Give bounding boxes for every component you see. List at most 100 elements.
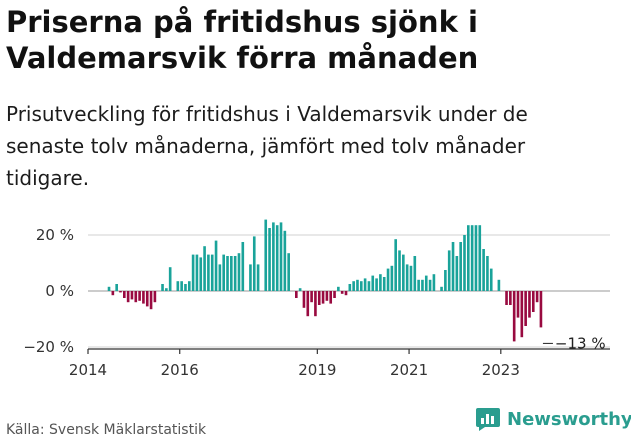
bar — [264, 219, 268, 291]
bar — [325, 291, 329, 301]
bar — [314, 291, 317, 317]
bar — [321, 291, 325, 304]
bar — [214, 240, 218, 291]
bar — [348, 284, 352, 291]
bar — [180, 281, 183, 291]
y-tick-label: 0 % — [45, 282, 74, 300]
bar — [187, 281, 191, 291]
bar — [115, 284, 118, 291]
bar — [413, 256, 417, 291]
x-tick-label: 2019 — [298, 361, 336, 379]
bar — [352, 281, 355, 291]
bar — [237, 253, 241, 291]
bar — [363, 278, 367, 291]
bar — [535, 291, 539, 303]
bar — [528, 291, 531, 318]
bar — [386, 268, 390, 291]
bar — [497, 279, 501, 291]
bar — [421, 279, 424, 291]
bar — [489, 268, 493, 291]
bar — [516, 291, 520, 318]
bar — [302, 291, 306, 308]
bar — [149, 291, 153, 310]
bar — [424, 275, 428, 291]
bar — [444, 270, 447, 291]
bar — [222, 254, 226, 291]
bar — [520, 291, 524, 338]
bar — [375, 278, 378, 291]
bar — [176, 281, 180, 291]
bar — [394, 239, 398, 291]
bar — [509, 291, 512, 305]
bar — [233, 256, 237, 291]
x-tick-label: 2023 — [482, 361, 520, 379]
bar — [470, 225, 474, 291]
chart-subtitle: Prisutveckling för fritidshus i Valdemar… — [6, 102, 528, 190]
bar-chart: 20 % 0 % −20 % 2014 2016 2019 2021 2023 −13 % — [23, 219, 610, 379]
bar — [168, 267, 172, 291]
bar — [329, 291, 333, 304]
y-tick-label: 20 % — [36, 226, 74, 244]
bar — [119, 291, 122, 293]
bar — [249, 264, 252, 291]
bar — [428, 279, 432, 291]
bar — [382, 277, 386, 291]
bar — [486, 256, 489, 291]
bar — [531, 291, 535, 312]
bar — [417, 279, 420, 291]
end-value-label: −13 % — [555, 334, 606, 352]
bar — [111, 291, 115, 296]
bar — [344, 291, 348, 296]
bar — [268, 228, 271, 291]
bar — [505, 291, 508, 305]
brand-name: Newsworthy — [507, 408, 631, 430]
bar — [440, 286, 443, 291]
bar — [402, 254, 405, 291]
bar — [478, 225, 482, 291]
bar — [447, 250, 451, 291]
bar — [210, 254, 214, 291]
bar — [272, 222, 275, 291]
bar — [165, 288, 168, 291]
bar — [138, 291, 141, 301]
bar — [126, 291, 130, 303]
bar — [455, 256, 459, 291]
bar — [512, 291, 516, 342]
bar — [306, 291, 310, 317]
bar — [405, 264, 409, 291]
bar — [356, 279, 359, 291]
newsworthy-logo: Newsworthy — [475, 406, 631, 432]
newsworthy-logo-icon — [476, 408, 500, 431]
x-tick-label: 2016 — [161, 361, 199, 379]
bar — [142, 291, 145, 304]
bar — [256, 264, 260, 291]
bar — [482, 249, 485, 291]
x-tick-label: 2021 — [390, 361, 428, 379]
bar — [218, 264, 222, 291]
bar — [398, 250, 401, 291]
bar — [295, 291, 298, 298]
bar — [153, 291, 157, 303]
bar — [390, 265, 394, 291]
bar — [451, 242, 455, 291]
source-note: Källa: Svensk Mäklarstatistik — [6, 422, 207, 438]
bar — [203, 246, 206, 291]
bar — [459, 242, 462, 291]
bar — [230, 256, 233, 291]
bar — [107, 286, 111, 291]
bar — [379, 274, 382, 291]
bar — [467, 225, 470, 291]
bar — [252, 236, 256, 291]
bar — [191, 254, 195, 291]
bar — [207, 254, 210, 291]
bar — [275, 225, 279, 291]
bar — [145, 291, 149, 307]
bar — [432, 274, 436, 291]
bar — [409, 265, 413, 291]
bar — [123, 291, 126, 298]
bar — [524, 291, 527, 326]
chart-title: Priserna på fritidshus sjönk i Valdemars… — [6, 5, 479, 75]
bar — [283, 230, 287, 291]
bar — [539, 291, 543, 328]
bar — [337, 286, 340, 291]
